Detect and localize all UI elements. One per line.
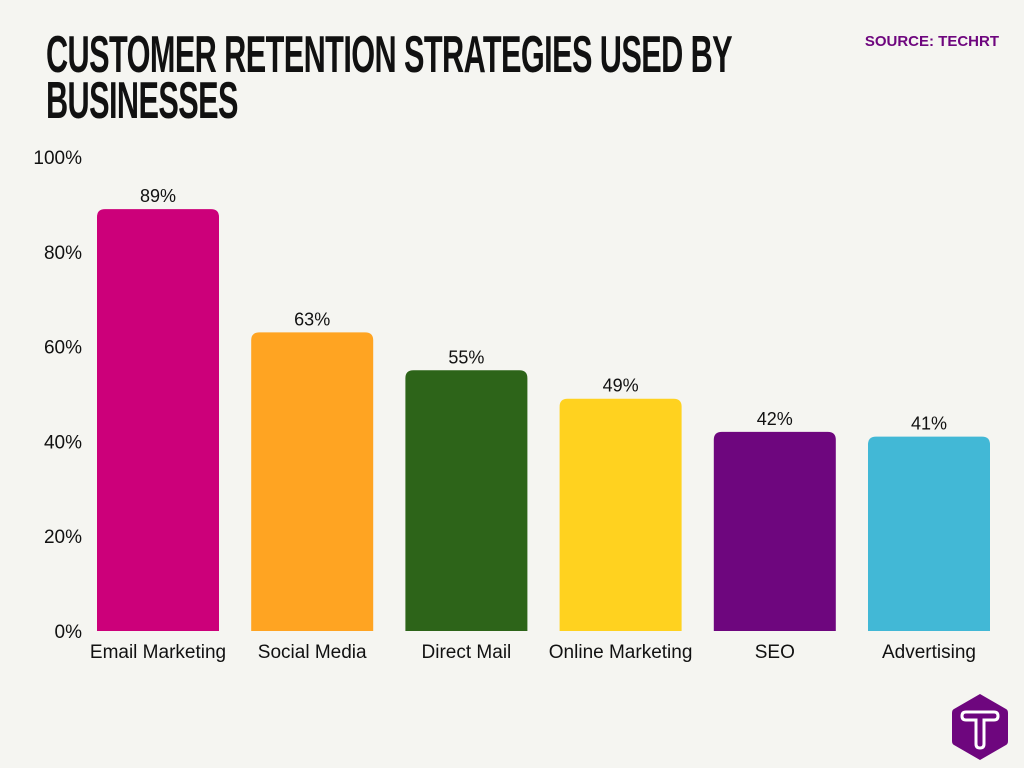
bar bbox=[251, 332, 374, 631]
data-label: 55% bbox=[448, 347, 484, 367]
bar bbox=[97, 209, 219, 631]
data-label: 63% bbox=[294, 309, 330, 329]
y-tick-label: 0% bbox=[55, 622, 83, 643]
bar bbox=[713, 431, 836, 631]
data-label: 89% bbox=[140, 186, 176, 206]
y-tick-label: 60% bbox=[44, 338, 82, 359]
data-label: 41% bbox=[911, 414, 947, 434]
bar bbox=[559, 398, 682, 631]
x-tick-label: Advertising bbox=[882, 642, 976, 663]
data-label: 49% bbox=[603, 376, 639, 396]
bar bbox=[405, 370, 528, 631]
x-tick-label: SEO bbox=[755, 642, 795, 663]
x-tick-label: Online Marketing bbox=[549, 642, 693, 663]
bar bbox=[868, 436, 990, 631]
y-tick-label: 40% bbox=[44, 432, 82, 453]
source-label: SOURCE: TECHRT bbox=[864, 33, 999, 50]
x-tick-label: Direct Mail bbox=[422, 642, 512, 663]
data-label: 42% bbox=[757, 409, 793, 429]
chart-title: CUSTOMER RETENTION STRATEGIES USED BY BU… bbox=[46, 26, 1024, 130]
x-tick-label: Email Marketing bbox=[90, 642, 226, 663]
y-tick-label: 100% bbox=[33, 148, 82, 169]
title-line-2: BUSINESSES bbox=[46, 72, 238, 130]
techrt-logo-icon bbox=[952, 694, 1008, 760]
y-tick-label: 20% bbox=[44, 527, 82, 548]
x-tick-label: Social Media bbox=[258, 642, 367, 663]
title-line-1: CUSTOMER RETENTION STRATEGIES USED BY bbox=[46, 26, 733, 84]
y-tick-label: 80% bbox=[44, 243, 82, 264]
